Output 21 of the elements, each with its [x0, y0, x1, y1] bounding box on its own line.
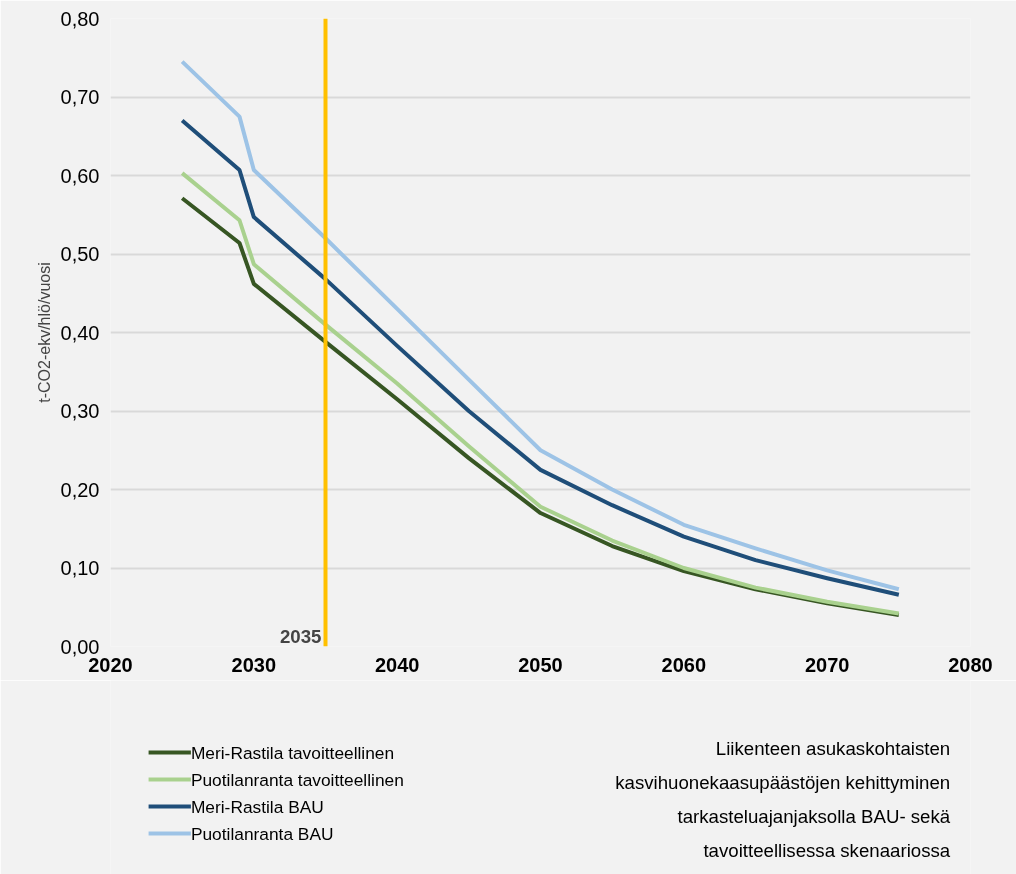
ref-line-label: 2035: [280, 625, 322, 647]
y-axis-title: t-CO2-ekv/hlö/vuosi: [35, 262, 53, 403]
x-tick-label: 2040: [374, 653, 420, 676]
x-tick-label: 2070: [804, 653, 850, 676]
y-tick-label: 0,80: [60, 7, 100, 30]
y-tick-label: 0,60: [60, 164, 100, 187]
y-tick-label: 0,50: [60, 243, 100, 265]
x-tick-label: 2060: [661, 653, 707, 676]
x-tick-label: 2050: [518, 653, 563, 676]
x-tick-label: 2080: [948, 653, 993, 676]
legend-label: Meri-Rastila tavoitteellinen: [190, 742, 395, 763]
y-tick-label: 0,30: [60, 400, 100, 422]
y-tick-label: 0,70: [60, 86, 100, 108]
y-tick-label: 0,10: [60, 557, 100, 579]
x-tick-label: 2030: [231, 653, 277, 676]
y-tick-label: 0,20: [60, 478, 100, 501]
y-tick-label: 0,40: [60, 321, 100, 344]
text: Liikenteen asukaskohtaisten kasvihuonekaasupäästöjen kehittyminen tarkasteluajanjaksolla BAU- sekä tavoitteellisessa skenaariossa: [615, 738, 951, 861]
legend-label: Puotilanranta BAU: [190, 823, 334, 844]
legend-label: Puotilanranta tavoitteellinen: [190, 769, 404, 790]
legend-label: Meri-Rastila BAU: [190, 796, 324, 817]
